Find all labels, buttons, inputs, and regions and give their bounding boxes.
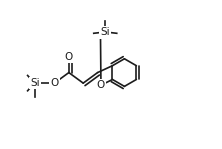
Text: Si: Si	[100, 27, 110, 37]
Text: O: O	[50, 78, 59, 88]
Text: O: O	[65, 52, 73, 62]
Text: Si: Si	[30, 78, 40, 88]
Text: O: O	[97, 80, 105, 90]
